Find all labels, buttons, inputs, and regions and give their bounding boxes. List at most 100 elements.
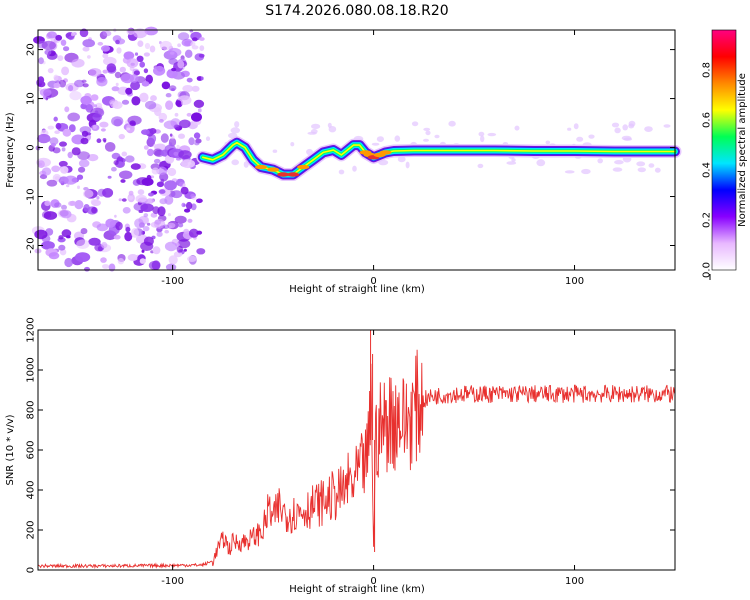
noise-blob <box>114 214 117 218</box>
noise-blob <box>37 133 51 144</box>
spectrogram-x-ticks: -100 0 100 <box>161 30 584 287</box>
noise-blob <box>96 76 108 87</box>
noise-blob <box>196 198 203 204</box>
noise-blob <box>101 241 108 249</box>
noise-blob <box>144 26 158 36</box>
noise-blob <box>80 95 92 105</box>
noise-blob <box>150 95 157 102</box>
noise-blob <box>41 167 52 176</box>
noise-blob <box>76 174 84 180</box>
noise-blob <box>151 260 161 271</box>
noise-blob <box>328 126 337 133</box>
noise-blob <box>54 130 60 134</box>
noise-blob <box>637 167 646 173</box>
noise-blob <box>84 266 90 272</box>
noise-blob <box>87 55 91 59</box>
noise-blob <box>88 68 102 77</box>
noise-blob <box>614 160 624 165</box>
noise-blob <box>161 81 171 90</box>
noise-blob <box>234 121 240 128</box>
noise-blob <box>78 159 90 168</box>
snr-series-line <box>37 349 676 570</box>
noise-blob <box>154 107 162 117</box>
noise-blob <box>397 156 406 163</box>
noise-blob <box>628 123 635 129</box>
noise-blob <box>139 258 146 264</box>
noise-blob <box>636 161 646 167</box>
noise-blob <box>194 141 200 146</box>
noise-blob <box>91 207 97 214</box>
noise-blob <box>478 131 485 137</box>
noise-blob <box>371 142 380 146</box>
noise-blob <box>307 131 317 135</box>
snr-x-ticks: -100 0 100 <box>161 330 584 587</box>
noise-blob <box>199 45 205 51</box>
noise-blob <box>71 58 85 68</box>
noise-blob <box>614 127 621 134</box>
noise-blob <box>425 130 431 136</box>
noise-blob <box>47 68 54 74</box>
noise-blob <box>79 28 89 38</box>
noise-blob <box>61 204 67 210</box>
noise-blob <box>159 119 164 123</box>
noise-blob <box>54 176 60 180</box>
noise-blob <box>67 151 73 159</box>
noise-blob <box>200 76 204 81</box>
noise-blob <box>53 82 61 89</box>
noise-blob <box>88 237 101 246</box>
noise-blob <box>140 241 154 251</box>
noise-blob <box>196 248 206 255</box>
snr-panel: -100 0 100 0 200 400 600 800 1000 1200 Height of… <box>5 317 676 595</box>
noise-blob <box>61 147 66 152</box>
noise-blob <box>187 218 193 223</box>
noise-blob <box>169 133 173 137</box>
noise-blob <box>68 85 74 92</box>
snr-y-tick-label: 800 <box>26 400 37 419</box>
noise-blob <box>71 147 81 156</box>
snr-y-tick-label: 400 <box>26 480 37 499</box>
spectrogram-y-tick-label: 0 <box>26 144 37 150</box>
colorbar: 0.0 0.2 0.4 0.6 0.8 Normalized spectral ampl… <box>702 29 748 280</box>
noise-blob <box>116 47 122 54</box>
noise-blob <box>74 200 84 210</box>
spectrogram-y-ticks: 20 10 0 -10 -20 <box>26 43 675 254</box>
noise-blob <box>43 211 58 220</box>
noise-blob <box>145 100 157 110</box>
noise-blob <box>122 207 131 214</box>
noise-blob <box>68 124 76 133</box>
noise-blob <box>654 167 661 173</box>
noise-blob <box>121 198 127 202</box>
noise-blob <box>62 128 72 137</box>
noise-blob <box>96 196 100 200</box>
noise-blob <box>97 246 103 252</box>
noise-blob <box>139 92 149 103</box>
noise-blob <box>621 135 632 141</box>
colorbar-strip <box>711 29 737 271</box>
noise-blob <box>47 125 55 130</box>
noise-blob <box>151 167 160 175</box>
noise-blob <box>110 100 119 109</box>
noise-blob <box>183 248 187 252</box>
noise-blob <box>44 49 52 55</box>
noise-blob <box>181 38 193 47</box>
noise-blob <box>112 35 122 43</box>
snr-y-tick-label: 1200 <box>26 317 37 342</box>
noise-blob <box>70 32 75 37</box>
noise-blob <box>168 142 173 146</box>
noise-blob <box>152 144 158 148</box>
snr-x-tick-label: -100 <box>161 576 184 587</box>
noise-blob <box>180 159 196 169</box>
noise-blob <box>153 218 166 229</box>
noise-blob <box>191 112 202 122</box>
noise-blob <box>81 79 87 83</box>
noise-blob <box>622 124 628 131</box>
snr-y-tick-label: 200 <box>26 520 37 539</box>
snr-x-tick-label: 100 <box>565 576 584 587</box>
noise-blob <box>184 49 193 58</box>
noise-blob <box>121 99 130 105</box>
noise-blob <box>69 91 82 101</box>
noise-blob <box>67 112 80 122</box>
noise-blob <box>338 169 345 175</box>
snr-x-tick-label: 0 <box>370 576 376 587</box>
noise-blob <box>90 198 99 205</box>
